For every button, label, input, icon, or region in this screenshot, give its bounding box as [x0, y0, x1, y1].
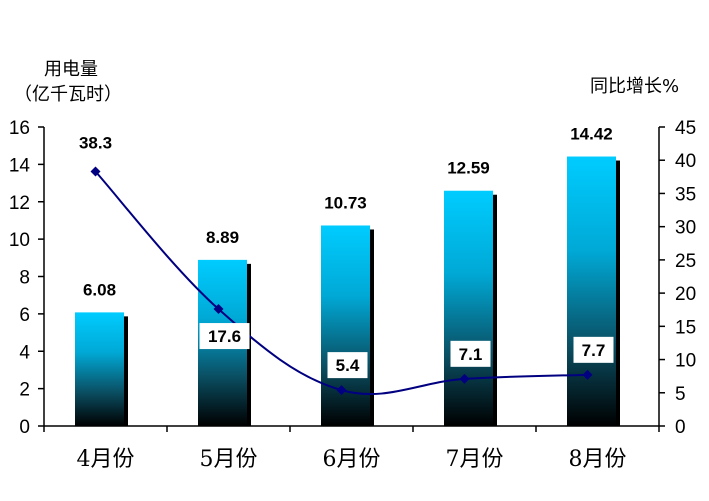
y2-tick-label: 0 [675, 417, 686, 438]
growth-marker [582, 369, 593, 380]
y-tick-label: 0 [19, 417, 30, 438]
bar-value-label: 12.59 [447, 159, 490, 178]
bar [567, 156, 616, 426]
x-tick-label: 8月份 [569, 447, 627, 472]
y-axis-title-line1: 用电量 [44, 59, 98, 80]
growth-marker [213, 304, 224, 315]
y2-tick-label: 25 [675, 251, 696, 272]
line-value-label: 7.7 [582, 341, 606, 360]
y-tick-label: 12 [9, 193, 30, 214]
line-value-label: 38.3 [79, 134, 112, 153]
x-tick-label: 6月份 [323, 447, 381, 472]
line-label-box [327, 352, 368, 379]
axes: 0 2 4 6 8 10 12 14 16 0 5 10 15 20 25 30 35 40 45 4月份 5月份 6月份… [9, 118, 696, 472]
y2-tick-label: 40 [675, 151, 696, 172]
line-value-label: 17.6 [208, 327, 241, 346]
y-tick-label: 2 [19, 380, 30, 401]
y2-tick-label: 5 [675, 384, 686, 405]
bar [321, 225, 370, 426]
y-tick-label: 6 [19, 305, 30, 326]
x-tick-label: 5月份 [200, 447, 258, 472]
y2-tick-label: 10 [675, 351, 696, 372]
x-tick-label: 4月份 [77, 447, 135, 472]
line-label-box [450, 340, 491, 367]
growth-line [94, 170, 588, 396]
line-label-box [573, 336, 614, 363]
growth-marker [90, 166, 101, 177]
bar-value-label: 8.89 [206, 228, 239, 247]
y2-tick-label: 45 [675, 118, 696, 139]
line-label-box [199, 323, 250, 350]
y2-tick-label: 30 [675, 218, 696, 239]
bar-value-label: 14.42 [570, 125, 613, 144]
line-value-label: 5.4 [336, 356, 360, 375]
y-axis-title-line2: （亿千瓦时） [14, 84, 122, 105]
bar [75, 312, 124, 426]
labels-layer: 6.08 8.89 10.73 12.59 14.42 38.3 17.6 5.4 7.1 7.7 [79, 125, 614, 379]
y2-tick-label: 20 [675, 284, 696, 305]
x-tick-label: 7月份 [446, 447, 504, 472]
bar-value-label: 10.73 [324, 193, 367, 212]
line-layer [90, 166, 593, 396]
bar-value-label: 6.08 [83, 280, 116, 299]
bar [444, 190, 493, 426]
growth-marker [336, 385, 347, 396]
y-tick-label: 16 [9, 118, 30, 139]
y-tick-label: 8 [19, 268, 30, 289]
y2-tick-label: 15 [675, 317, 696, 338]
y2-axis-title: 同比增长% [590, 76, 679, 97]
y2-tick-label: 35 [675, 184, 696, 205]
y-tick-label: 14 [9, 155, 31, 176]
y-tick-label: 4 [19, 342, 30, 363]
growth-marker [459, 373, 470, 384]
line-value-label: 7.1 [459, 345, 483, 364]
y-tick-label: 10 [9, 230, 30, 251]
